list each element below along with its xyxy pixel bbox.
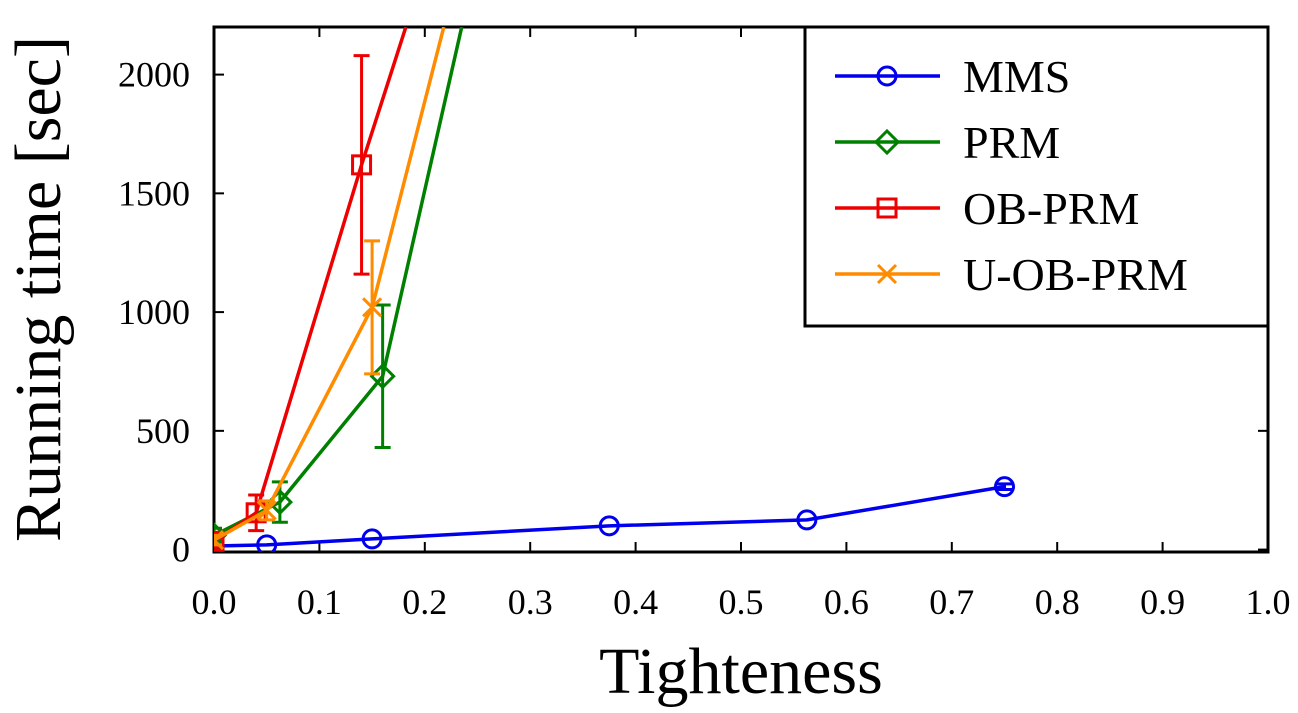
x-tick-label: 0.9 [1140,582,1185,622]
legend-marker [876,263,898,285]
legend-label: PRM [963,117,1060,168]
y-axis-title: Running time [sec] [2,36,75,542]
x-axis: 0.0 0.1 0.2 0.3 0.4 0.5 0.6 0.7 0.8 0.9 1.0 [192,27,1291,622]
legend-entry-prm: PRM [835,117,1060,168]
x-tick-label: 0.8 [1035,582,1080,622]
legend-entry-ob-prm: OB-PRM [835,183,1139,234]
x-tick-label: 0.5 [719,582,764,622]
y-tick-label: 1000 [118,292,190,332]
x-tick-label: 0.2 [402,582,447,622]
error-bar [374,303,391,449]
error-bar [353,54,370,276]
data-point [796,509,818,531]
data-point [214,530,225,551]
legend-entry-mms: MMS [835,51,1070,102]
data-point [362,297,383,318]
legend-entries: MMS PRM OB-PRM U-OB-PRM [835,51,1188,300]
legend-label: OB-PRM [963,183,1139,234]
x-tick-label: 0.6 [824,582,869,622]
series-line-u-ob-prm [214,27,446,542]
series-mms [214,476,1015,552]
series-u-ob-prm [214,27,446,551]
data-point [598,515,620,537]
data-point [351,154,373,176]
x-tick-label: 0.7 [929,582,974,622]
data-point [256,500,277,521]
y-tick-label: 2000 [118,55,190,95]
series-layer [214,27,1015,552]
data-point [256,534,278,552]
legend-marker [876,197,898,219]
x-tick-label: 0.0 [192,582,237,622]
legend: MMS PRM OB-PRM U-OB-PRM [803,25,1270,328]
legend-marker [876,65,898,87]
error-bar [248,493,265,533]
legend-label: U-OB-PRM [963,249,1188,300]
data-point [214,530,225,552]
y-tick-label: 0 [172,530,190,570]
legend-marker [873,128,901,156]
x-axis-title: Tighteness [599,635,883,708]
x-tick-label: 0.4 [613,582,658,622]
error-bar [996,482,1013,492]
y-tick-label: 1500 [118,173,190,213]
legend-entry-u-ob-prm: U-OB-PRM [835,249,1188,300]
legend-label: MMS [963,51,1070,102]
x-tick-label: 0.3 [508,582,553,622]
data-point [994,476,1015,498]
y-tick-label: 500 [136,411,190,451]
x-tick-label: 1.0 [1246,582,1291,622]
data-point [361,528,383,550]
x-tick-label: 0.1 [297,582,342,622]
